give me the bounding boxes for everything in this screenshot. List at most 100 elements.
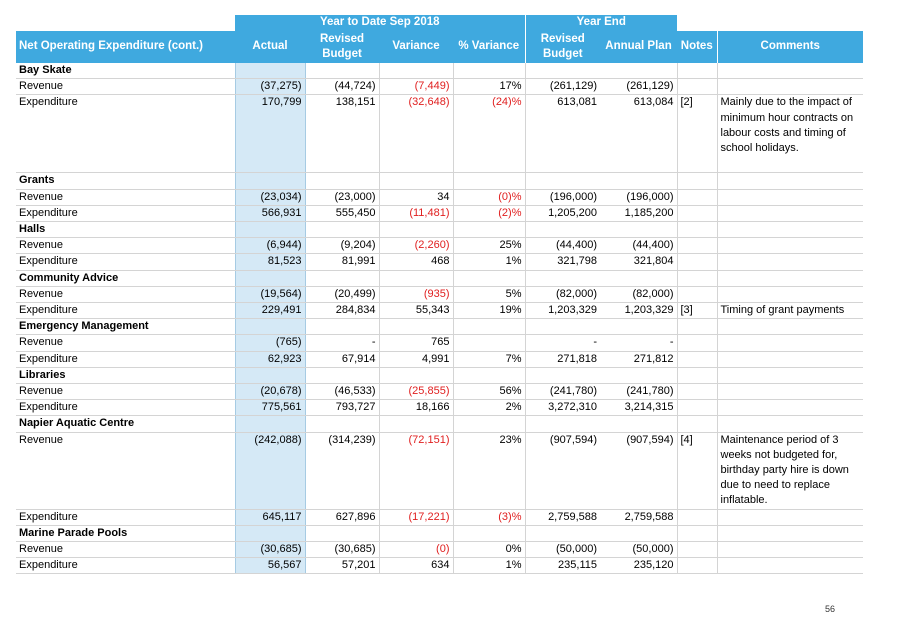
section-name: Community Advice xyxy=(16,270,235,287)
section-name: Libraries xyxy=(16,367,235,385)
ye-revised-budget-cell: (261,129) xyxy=(524,78,600,96)
empty-cell xyxy=(676,367,717,385)
empty-cell xyxy=(234,415,306,433)
empty-cell xyxy=(716,525,863,543)
pct-variance-cell: (0)% xyxy=(452,189,525,206)
ytd-group-header: Year to Date Sep 2018 xyxy=(235,15,525,31)
section-header-row: Grants xyxy=(16,172,863,190)
empty-cell xyxy=(600,415,677,433)
section-header-row: Libraries xyxy=(16,367,863,385)
table-row: Expenditure 229,491 284,834 55,343 19% 1,203,… xyxy=(16,302,863,320)
variance-cell: (935) xyxy=(378,286,453,304)
empty-cell xyxy=(378,525,453,543)
pct-variance-cell: (2)% xyxy=(452,205,525,223)
empty-cell xyxy=(600,221,677,239)
annual-plan-cell: (907,594) xyxy=(600,432,677,510)
ye-revised-budget-cell: 3,272,310 xyxy=(524,399,600,417)
pct-variance-cell: (24)% xyxy=(452,94,525,174)
table-row: Expenditure 775,561 793,727 18,166 2% 3,272,3… xyxy=(16,399,863,417)
pct-variance-cell: 25% xyxy=(452,237,525,255)
empty-cell xyxy=(452,270,525,287)
annual-plan-cell: 613,084 xyxy=(600,94,677,174)
row-label: Expenditure xyxy=(16,94,235,174)
section-name: Napier Aquatic Centre xyxy=(16,415,235,433)
revised-budget-cell: 627,896 xyxy=(305,509,379,526)
ye-revised-budget-cell: 321,798 xyxy=(524,253,600,271)
empty-cell xyxy=(600,63,677,80)
comments-cell xyxy=(716,399,863,417)
actual-cell: (6,944) xyxy=(234,237,306,255)
empty-cell xyxy=(524,63,600,80)
section-header-row: Napier Aquatic Centre xyxy=(16,415,863,433)
table-row: Revenue (30,685) (30,685) (0) 0% (50,000) (50,… xyxy=(16,541,863,559)
pct-variance-cell: 23% xyxy=(452,432,525,510)
col-header-ye-revised-budget: Revised Budget xyxy=(524,31,600,63)
row-label: Expenditure xyxy=(16,509,235,526)
row-label: Expenditure xyxy=(16,351,235,368)
pct-variance-cell: 5% xyxy=(452,286,525,304)
variance-cell: (72,151) xyxy=(378,432,453,510)
row-label: Expenditure xyxy=(16,205,235,223)
table-row: Revenue (6,944) (9,204) (2,260) 25% (44,400)(… xyxy=(16,237,863,255)
table-body: Bay Skate Revenue (37,275) (44,724) (7,449) 1… xyxy=(16,63,863,575)
table-row: Revenue (242,088) (314,239) (72,151) 23% (907… xyxy=(16,432,863,510)
ye-revised-budget-cell: (82,000) xyxy=(524,286,600,304)
variance-cell: 18,166 xyxy=(378,399,453,417)
empty-cell xyxy=(524,318,600,336)
annual-plan-cell: (82,000) xyxy=(600,286,677,304)
empty-cell xyxy=(716,172,863,190)
annual-plan-cell: (261,129) xyxy=(600,78,677,96)
empty-cell xyxy=(452,221,525,239)
section-name: Bay Skate xyxy=(16,63,235,80)
notes-cell xyxy=(676,351,717,368)
comments-cell: Mainly due to the impact of minimum hour… xyxy=(716,94,863,174)
ye-revised-budget-cell: 613,081 xyxy=(524,94,600,174)
ye-revised-budget-cell: 2,759,588 xyxy=(524,509,600,526)
empty-cell xyxy=(524,367,600,385)
notes-cell xyxy=(676,253,717,271)
ye-revised-budget-cell: 271,818 xyxy=(524,351,600,368)
empty-cell xyxy=(716,270,863,287)
section-name: Marine Parade Pools xyxy=(16,525,235,543)
empty-cell xyxy=(716,318,863,336)
section-header-row: Marine Parade Pools xyxy=(16,525,863,543)
ye-revised-budget-cell: 1,205,200 xyxy=(524,205,600,223)
header-spacer xyxy=(16,15,235,31)
annual-plan-cell: (44,400) xyxy=(600,237,677,255)
empty-cell xyxy=(452,172,525,190)
variance-cell: (7,449) xyxy=(378,78,453,96)
variance-cell: 55,343 xyxy=(378,302,453,320)
variance-cell: (32,648) xyxy=(378,94,453,174)
empty-cell xyxy=(378,172,453,190)
col-header-pct-variance: % Variance xyxy=(453,31,525,63)
empty-cell xyxy=(234,525,306,543)
revised-budget-cell: 67,914 xyxy=(305,351,379,368)
revised-budget-cell: 284,834 xyxy=(305,302,379,320)
revised-budget-cell: 555,450 xyxy=(305,205,379,223)
annual-plan-cell: (50,000) xyxy=(600,541,677,559)
ye-revised-budget-cell: (50,000) xyxy=(524,541,600,559)
annual-plan-cell: - xyxy=(600,334,677,352)
comments-cell xyxy=(716,541,863,559)
actual-cell: 56,567 xyxy=(234,557,306,575)
section-name: Grants xyxy=(16,172,235,190)
comments-cell: Timing of grant payments xyxy=(716,302,863,320)
table-row: Revenue (765) -765- - xyxy=(16,334,863,352)
annual-plan-cell: 235,120 xyxy=(600,557,677,575)
empty-cell xyxy=(600,318,677,336)
empty-cell xyxy=(524,270,600,287)
pct-variance-cell: (3)% xyxy=(452,509,525,526)
ye-revised-budget-cell: - xyxy=(524,334,600,352)
row-label: Revenue xyxy=(16,189,235,206)
empty-cell xyxy=(234,270,306,287)
col-header-comments: Comments xyxy=(716,31,863,63)
notes-cell xyxy=(676,399,717,417)
actual-cell: 229,491 xyxy=(234,302,306,320)
row-label: Revenue xyxy=(16,78,235,96)
empty-cell xyxy=(305,270,379,287)
notes-cell xyxy=(676,334,717,352)
actual-cell: 645,117 xyxy=(234,509,306,526)
table-row: Expenditure 62,923 67,914 4,991 7% 271,818 271… xyxy=(16,351,863,368)
empty-cell xyxy=(305,525,379,543)
pct-variance-cell: 2% xyxy=(452,399,525,417)
